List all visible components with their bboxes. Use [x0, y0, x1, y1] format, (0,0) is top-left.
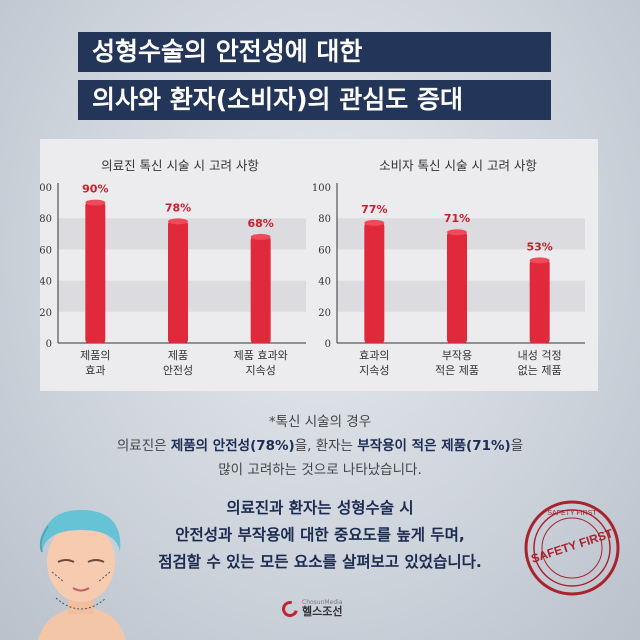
category-label: 제품의	[80, 349, 110, 362]
y-tick-label: 60	[318, 245, 331, 256]
stamp-ring-text: SAFETY FIRST	[547, 510, 597, 517]
bar-top	[168, 218, 188, 225]
bottom-line-2: 안전성과 부작용에 대한 중요도를 높게 두며,	[175, 526, 465, 544]
note-line-3: 많이 고려하는 것으로 나타났습니다.	[218, 462, 422, 478]
category-label: 부작용	[442, 349, 472, 362]
value-label: 77%	[361, 203, 387, 216]
category-label: 효과의	[359, 349, 389, 362]
bottom-line-3: 점검할 수 있는 모든 요소를 살펴보고 있었습니다.	[158, 553, 482, 571]
chosun-media-logo: ChosunMedia 헬스조선	[279, 597, 343, 620]
note-line-2: 의료진은 제품의 안전성(78%)을, 환자는 부작용이 적은 제품(71%)을	[0, 434, 640, 454]
bar	[168, 221, 188, 343]
category-label: 효과	[85, 364, 105, 377]
y-tick-label: 20	[318, 308, 331, 319]
note-line-1: *톡신 시술의 경우	[268, 414, 372, 430]
chart-title-doctors: 의료진 톡신 시술 시 고려 사항	[101, 158, 259, 173]
category-label: 적은 제품	[435, 364, 479, 377]
y-tick-label: 80	[318, 214, 331, 225]
bar	[529, 260, 550, 343]
title-line-1: 성형수술의 안전성에 대한	[78, 32, 551, 72]
category-label: 제품 효과와	[234, 349, 288, 362]
woman-face-illustration	[38, 510, 126, 640]
bar	[447, 232, 467, 343]
chart-panel: 의료진 톡신 시술 시 고려 사항 소비자 톡신 시술 시 고려 사항 0 20 4…	[40, 139, 598, 391]
note-text: 의료진은	[116, 438, 171, 454]
bar	[250, 236, 271, 343]
logo-icon	[279, 597, 301, 620]
stamp-rings	[524, 500, 620, 596]
bar	[364, 222, 385, 343]
y-tick-label: 100	[40, 183, 52, 194]
y-tick-label: 100	[312, 183, 331, 194]
title-line-2: 의사와 환자(소비자)의 관심도 증대	[78, 80, 551, 120]
value-label: 68%	[247, 217, 273, 230]
logo-small-text: ChosunMedia	[302, 599, 343, 606]
bar-top	[529, 257, 550, 264]
note-text: 을, 환자는	[294, 438, 358, 454]
y-tick-label: 40	[40, 277, 52, 288]
logo-brand-text: 헬스조선	[302, 605, 343, 618]
value-label: 53%	[526, 240, 552, 253]
category-label: 내성 걱정	[518, 349, 562, 362]
category-label: 지속성	[245, 364, 275, 377]
y-tick-label: 0	[325, 339, 331, 350]
category-label: 없는 제품	[518, 364, 562, 377]
bar	[85, 202, 106, 343]
bar-top	[447, 229, 467, 236]
value-label: 78%	[165, 201, 191, 214]
note-highlight-safety: 제품의 안전성(78%)	[170, 438, 295, 454]
bar-top	[364, 219, 385, 226]
bottom-line-1: 의료진과 환자는 성형수술 시	[226, 499, 414, 517]
note-highlight-side-effects: 부작용이 적은 제품(71%)	[357, 438, 511, 454]
y-tick-label: 20	[40, 308, 52, 319]
bar-top	[85, 199, 106, 206]
y-tick-label: 60	[40, 245, 52, 256]
category-label: 제품	[168, 349, 188, 362]
y-tick-label: 0	[46, 339, 52, 350]
note-text: 을	[510, 438, 524, 454]
category-label: 지속성	[359, 364, 389, 377]
value-label: 71%	[444, 212, 470, 225]
category-label: 안전성	[163, 364, 193, 377]
bar-top	[250, 233, 271, 240]
y-tick-label: 40	[318, 277, 331, 288]
y-tick-label: 80	[40, 214, 52, 225]
value-label: 90%	[82, 183, 108, 196]
safety-first-stamp: SAFETY FIRST SAFETY FIRST	[522, 498, 622, 598]
chart-title-consumers: 소비자 톡신 시술 시 고려 사항	[379, 158, 537, 173]
